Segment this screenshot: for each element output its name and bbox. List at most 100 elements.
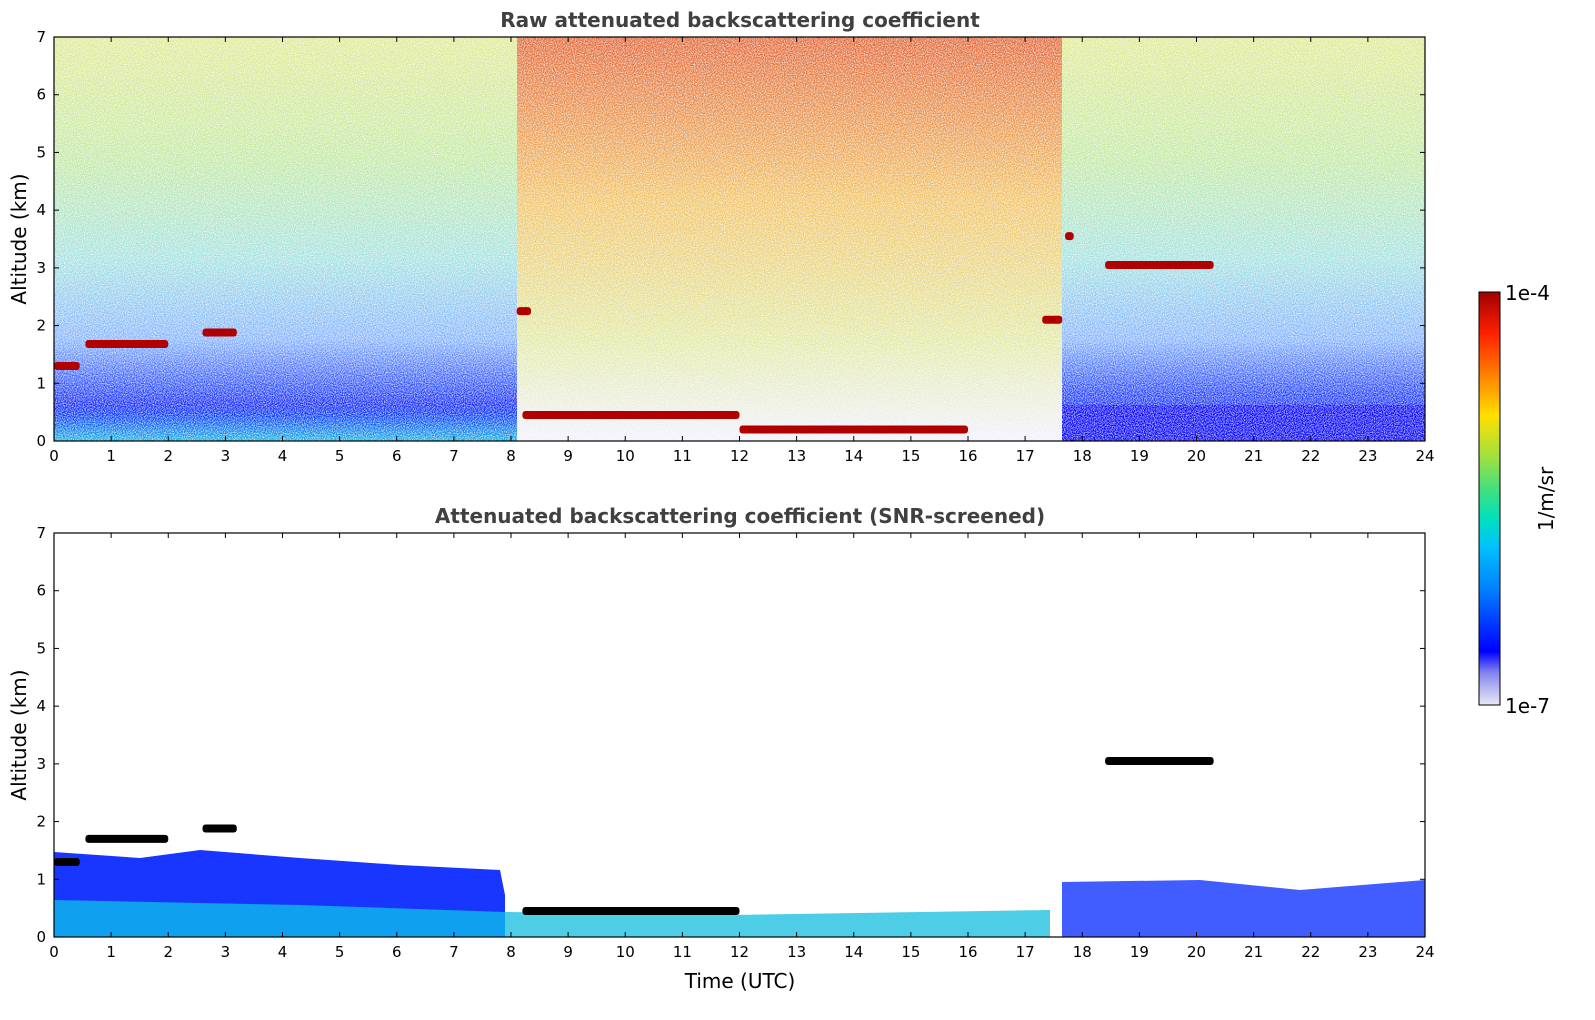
screened-y-tick-label: 3 (36, 755, 46, 773)
raw-x-tick-label: 5 (335, 447, 345, 465)
raw-x-tick-label: 16 (958, 447, 977, 465)
raw-y-tick-label: 2 (36, 317, 46, 335)
screened-x-tick-label: 24 (1415, 943, 1434, 961)
screened-x-tick-label: 16 (958, 943, 977, 961)
raw-x-tick-label: 3 (221, 447, 231, 465)
raw-x-tick-label: 19 (1130, 447, 1149, 465)
screened-x-tick-label: 15 (901, 943, 920, 961)
raw-x-tick-label: 8 (506, 447, 516, 465)
screened-cloud-features (54, 756, 1214, 916)
screened-x-tick-label: 11 (673, 943, 692, 961)
screened-boundary-layer-evening (1062, 880, 1425, 937)
raw-x-tick-label: 2 (163, 447, 173, 465)
screened-x-tick-label: 17 (1016, 943, 1035, 961)
screened-x-tick-label: 13 (787, 943, 806, 961)
raw-x-tick-label: 22 (1301, 447, 1320, 465)
raw-x-tick-label: 11 (673, 447, 692, 465)
colorbar-max-label: 1e-4 (1505, 281, 1550, 305)
screened-x-tick-label: 23 (1358, 943, 1377, 961)
screened-cloud-layer (202, 824, 237, 833)
colorbar-min-label: 1e-7 (1505, 694, 1550, 718)
screened-x-tick-label: 7 (449, 943, 459, 961)
screened-y-tick-label: 2 (36, 813, 46, 831)
raw-x-tick-label: 13 (787, 447, 806, 465)
panel-screened-title: Attenuated backscattering coefficient (S… (435, 504, 1045, 528)
panel-raw-plot-area (54, 37, 1425, 441)
screened-x-tick-label: 18 (1073, 943, 1092, 961)
screened-y-tick-label: 1 (36, 870, 46, 888)
panel-raw-title: Raw attenuated backscattering coefficien… (500, 8, 980, 32)
raw-y-tick-label: 6 (36, 86, 46, 104)
screened-x-tick-label: 12 (730, 943, 749, 961)
raw-y-tick-label: 4 (36, 201, 46, 219)
screened-y-axis-label: Altitude (km) (7, 669, 31, 800)
panel-screened-plot-area (54, 533, 1425, 937)
raw-x-tick-label: 6 (392, 447, 402, 465)
raw-cloud-layer (1065, 232, 1074, 241)
screened-y-tick-label: 0 (36, 928, 46, 946)
screened-x-tick-label: 2 (163, 943, 173, 961)
screened-x-tick-label: 22 (1301, 943, 1320, 961)
screened-x-tick-label: 20 (1187, 943, 1206, 961)
raw-cloud-layer (202, 328, 237, 337)
screened-x-tick-label: 1 (106, 943, 116, 961)
raw-cloud-layer (54, 361, 80, 370)
raw-x-tick-label: 15 (901, 447, 920, 465)
screened-x-tick-label: 6 (392, 943, 402, 961)
screened-x-axis: 0 1 2 3 4 5 6 7 8 9 10 11 12 13 14 15 16 17 18 19 20 21 22 23 24 (49, 533, 1435, 961)
raw-cloud-layer (1105, 260, 1214, 269)
screened-x-tick-label: 14 (844, 943, 863, 961)
raw-cloud-layer (1042, 315, 1063, 324)
screened-cloud-layer (54, 857, 80, 866)
raw-cloud-layer (85, 340, 169, 349)
screened-boundary-layer-core (54, 900, 505, 937)
raw-y-axis: 0 1 2 3 4 5 6 7 (36, 28, 1425, 450)
panel-screened: Attenuated backscattering coefficient (S… (7, 504, 1435, 993)
raw-x-tick-label: 23 (1358, 447, 1377, 465)
raw-x-tick-label: 12 (730, 447, 749, 465)
raw-x-tick-label: 20 (1187, 447, 1206, 465)
screened-x-tick-label: 10 (616, 943, 635, 961)
colorbar: 1e-4 1e-7 1/m/sr (1478, 281, 1558, 718)
screened-x-tick-label: 4 (278, 943, 288, 961)
raw-x-tick-label: 9 (563, 447, 573, 465)
colorbar-gradient (1478, 291, 1501, 706)
raw-x-tick-label: 0 (49, 447, 59, 465)
raw-x-tick-label: 10 (616, 447, 635, 465)
screened-y-tick-label: 7 (36, 524, 46, 542)
raw-y-tick-label: 0 (36, 432, 46, 450)
raw-cloud-layer (739, 425, 968, 434)
screened-x-tick-label: 3 (221, 943, 231, 961)
raw-x-tick-label: 24 (1415, 447, 1434, 465)
screened-x-tick-label: 21 (1244, 943, 1263, 961)
screened-boundary-layer-top (522, 907, 740, 916)
raw-x-tick-label: 21 (1244, 447, 1263, 465)
screened-y-axis: 0 1 2 3 4 5 6 7 (36, 524, 1425, 946)
screened-x-tick-label: 8 (506, 943, 516, 961)
raw-x-tick-label: 18 (1073, 447, 1092, 465)
raw-y-tick-label: 1 (36, 374, 46, 392)
screened-x-tick-label: 5 (335, 943, 345, 961)
raw-y-tick-label: 3 (36, 259, 46, 277)
raw-cloud-features (54, 232, 1214, 434)
raw-x-tick-label: 17 (1016, 447, 1035, 465)
screened-x-tick-label: 9 (563, 943, 573, 961)
raw-y-tick-label: 7 (36, 28, 46, 46)
screened-y-tick-label: 4 (36, 697, 46, 715)
raw-x-tick-label: 4 (278, 447, 288, 465)
raw-y-tick-label: 5 (36, 143, 46, 161)
raw-x-tick-label: 1 (106, 447, 116, 465)
colorbar-unit-label: 1/m/sr (1534, 466, 1558, 531)
screened-x-tick-label: 0 (49, 943, 59, 961)
screened-y-tick-label: 5 (36, 639, 46, 657)
raw-cloud-layer (516, 307, 531, 316)
screened-x-axis-label: Time (UTC) (684, 969, 796, 993)
panel-raw: Raw attenuated backscattering coefficien… (7, 8, 1435, 465)
screened-cloud-layer (1105, 756, 1214, 765)
raw-x-tick-label: 14 (844, 447, 863, 465)
raw-boundary-layer-top (522, 411, 740, 420)
raw-x-tick-label: 7 (449, 447, 459, 465)
raw-x-axis: 0 1 2 3 4 5 6 7 8 9 10 11 12 13 14 15 16 17 18 19 20 21 22 23 24 (49, 37, 1435, 465)
screened-x-tick-label: 19 (1130, 943, 1149, 961)
